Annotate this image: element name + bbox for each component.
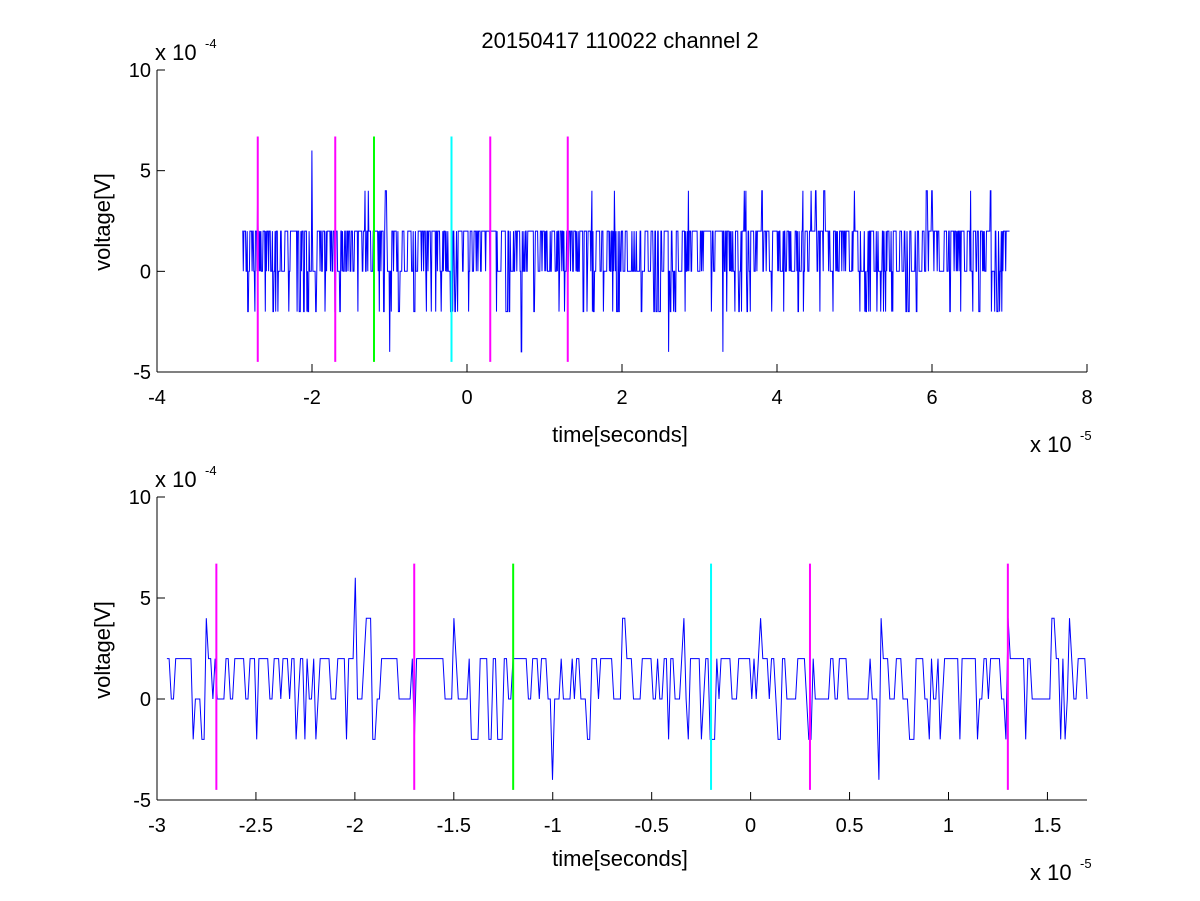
bottom-axes: -3 -2.5 -2 -1.5 -1 -0.5 0 0.5 1 1.5 -5 0 5 10 xyxy=(129,487,1087,837)
x-tick-label: 4 xyxy=(771,387,782,409)
x-tick-label: 0 xyxy=(745,815,756,837)
x-tick-label: 2 xyxy=(616,387,627,409)
bottom-y-axis-label: voltage[V] xyxy=(90,601,115,699)
top-axes: -4 -2 0 2 4 6 8 -5 0 5 10 xyxy=(129,60,1093,409)
x-tick-label: -4 xyxy=(148,387,166,409)
bottom-y-exponent-power: -4 xyxy=(205,463,217,478)
y-tick-label: 10 xyxy=(129,60,151,82)
top-y-exponent-power: -4 xyxy=(205,36,217,51)
top-y-axis-label: voltage[V] xyxy=(90,173,115,271)
x-tick-label: -2.5 xyxy=(239,815,273,837)
x-tick-label: -0.5 xyxy=(634,815,668,837)
x-tick-label: 1 xyxy=(943,815,954,837)
y-tick-label: 0 xyxy=(140,689,151,711)
figure-title: 20150417 110022 channel 2 xyxy=(481,28,758,53)
x-tick-label: -2 xyxy=(303,387,321,409)
voltage-trace xyxy=(242,150,1010,353)
x-tick-label: -1.5 xyxy=(437,815,471,837)
y-tick-label: 5 xyxy=(140,161,151,183)
x-tick-label: 0 xyxy=(461,387,472,409)
top-x-axis-label: time[seconds] xyxy=(552,422,688,447)
x-tick-label: 1.5 xyxy=(1034,815,1062,837)
top-x-exponent-power: -5 xyxy=(1080,428,1092,443)
x-tick-label: -3 xyxy=(148,815,166,837)
voltage-trace xyxy=(166,577,1088,780)
bottom-trace-layer xyxy=(166,577,1088,780)
bottom-x-axis-label: time[seconds] xyxy=(552,846,688,871)
bottom-subplot: -3 -2.5 -2 -1.5 -1 -0.5 0 0.5 1 1.5 -5 0 5 10 x 10 -4… xyxy=(90,463,1092,885)
top-subplot: -4 -2 0 2 4 6 8 -5 0 5 10 x 10 -4 x 10 -5 time[sec… xyxy=(90,36,1093,457)
bottom-x-exponent-power: -5 xyxy=(1080,856,1092,871)
y-tick-label: 5 xyxy=(140,588,151,610)
bottom-marker-layer xyxy=(215,563,1009,790)
top-marker-layer xyxy=(256,136,569,362)
x-tick-label: 0.5 xyxy=(836,815,864,837)
x-tick-label: -2 xyxy=(346,815,364,837)
x-tick-label: -1 xyxy=(544,815,562,837)
bottom-x-exponent-base: x 10 xyxy=(1030,860,1072,885)
bottom-y-exponent-base: x 10 xyxy=(155,467,197,492)
y-tick-label: 10 xyxy=(129,487,151,509)
top-trace-layer xyxy=(242,150,1010,353)
y-tick-label: -5 xyxy=(133,362,151,384)
y-tick-label: -5 xyxy=(133,790,151,812)
x-tick-label: 8 xyxy=(1081,387,1092,409)
top-x-exponent-base: x 10 xyxy=(1030,432,1072,457)
x-tick-label: 6 xyxy=(926,387,937,409)
y-tick-label: 0 xyxy=(140,261,151,283)
top-y-exponent-base: x 10 xyxy=(155,40,197,65)
